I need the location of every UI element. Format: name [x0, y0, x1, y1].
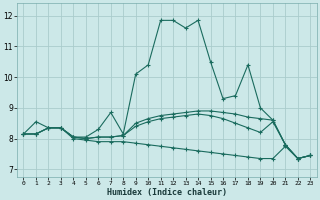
X-axis label: Humidex (Indice chaleur): Humidex (Indice chaleur): [107, 188, 227, 197]
